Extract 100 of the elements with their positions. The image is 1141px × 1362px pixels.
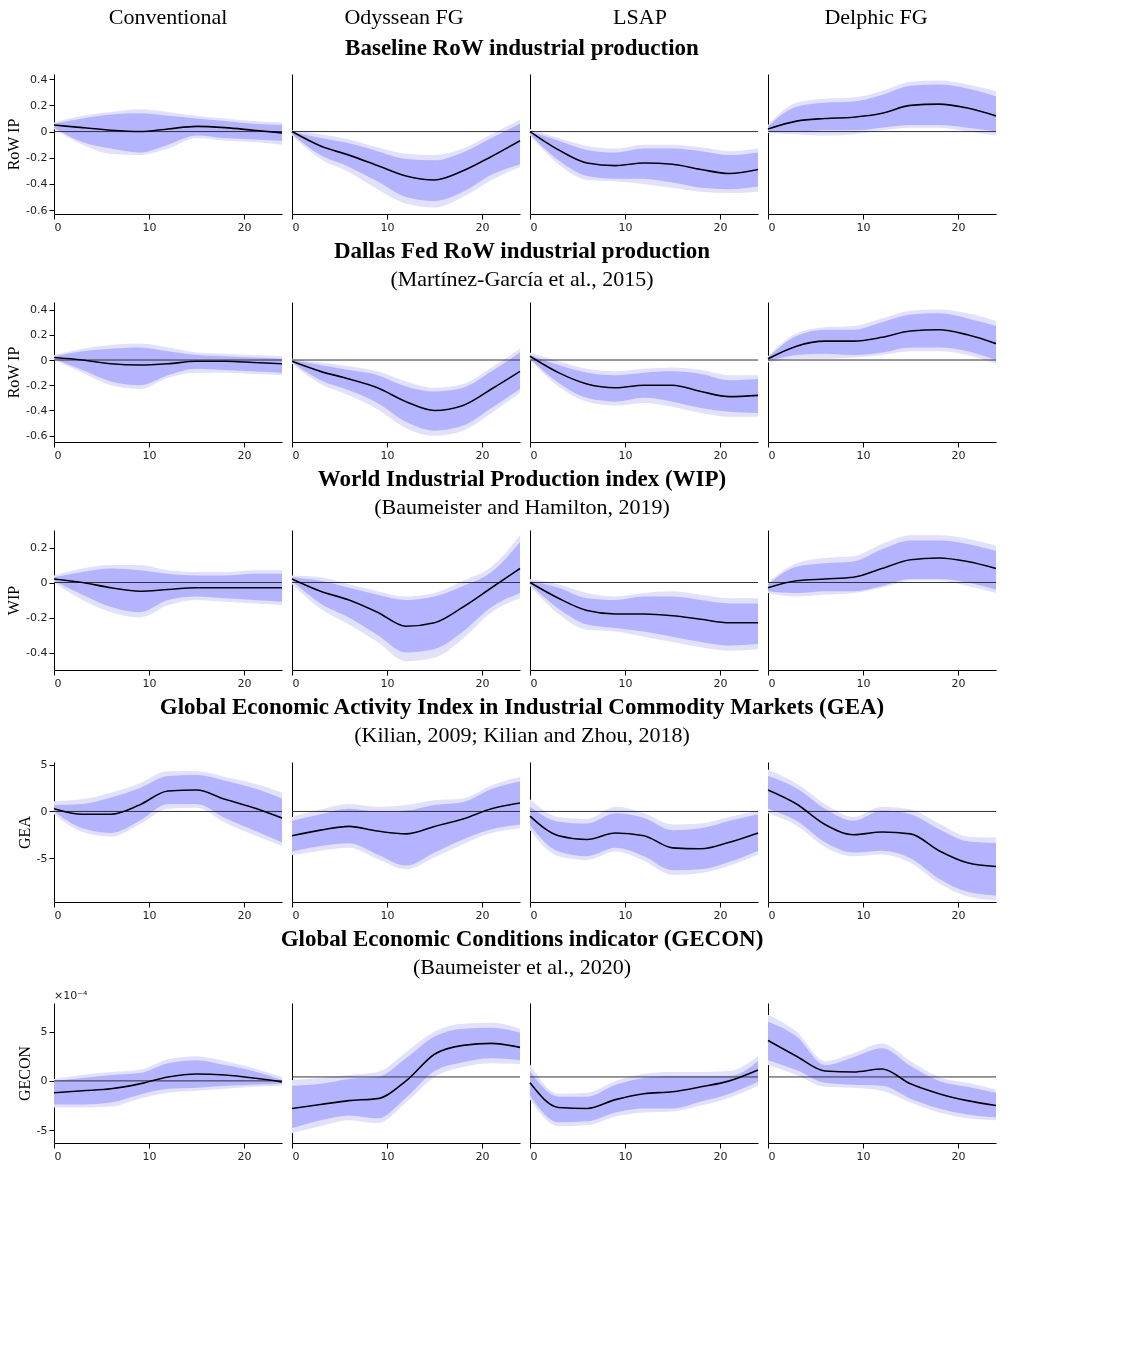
x-tick-label: 0 — [530, 676, 538, 690]
x-tick-label: 10 — [380, 908, 395, 922]
x-tick-label: 10 — [856, 448, 871, 462]
y-tick-label: 5 — [40, 1025, 48, 1039]
x-tick-label: 0 — [292, 220, 300, 234]
x-tick-label: 20 — [237, 220, 252, 234]
x-tick-label: 20 — [713, 908, 728, 922]
text: World Industrial Production index (WIP) — [317, 466, 727, 491]
x-tick-label: 20 — [713, 220, 728, 234]
x-tick-label: 20 — [951, 676, 966, 690]
x-tick-label: 20 — [237, 1149, 252, 1163]
x-tick-label: 10 — [618, 908, 633, 922]
text: Dallas Fed RoW industrial production — [333, 238, 711, 263]
x-tick-label: 0 — [768, 448, 776, 462]
x-tick-label: 20 — [475, 676, 490, 690]
chart-title: Delphic FG — [824, 4, 928, 29]
x-tick-label: 10 — [142, 676, 157, 690]
x-tick-label: 20 — [951, 1149, 966, 1163]
x-tick-label: 0 — [768, 908, 776, 922]
x-tick-label: 20 — [237, 908, 252, 922]
x-tick-label: 10 — [142, 220, 157, 234]
x-tick-label: 20 — [237, 448, 252, 462]
x-tick-label: 20 — [951, 448, 966, 462]
x-tick-label: 10 — [380, 676, 395, 690]
y-tick-label: -0.2 — [26, 611, 48, 624]
x-tick-label: 10 — [142, 448, 157, 462]
x-tick-label: 10 — [856, 676, 871, 690]
y-tick-label: -0.4 — [26, 646, 48, 659]
text: ×10⁻⁴ — [54, 989, 89, 1002]
y-tick-label: -0.4 — [26, 403, 48, 417]
y-tick-label: -5 — [36, 851, 48, 865]
y-axis-title: RoW IP — [5, 118, 23, 171]
x-tick-label: 10 — [618, 1149, 633, 1163]
y-tick-label: 0 — [40, 353, 48, 367]
y-axis-title: WIP — [5, 585, 23, 616]
x-tick-label: 10 — [380, 1149, 395, 1163]
x-tick-label: 0 — [768, 220, 776, 234]
x-tick-label: 20 — [951, 220, 966, 234]
x-tick-label: 10 — [618, 676, 633, 690]
y-tick-label: -5 — [36, 1123, 48, 1137]
text: Baseline RoW industrial production — [345, 35, 700, 60]
y-tick-label: 0.2 — [30, 328, 48, 342]
x-tick-label: 0 — [530, 220, 538, 234]
y-tick-label: 0.4 — [30, 72, 48, 86]
x-tick-label: 20 — [713, 676, 728, 690]
x-tick-label: 10 — [618, 448, 633, 462]
x-tick-label: 0 — [530, 448, 538, 462]
text: Global Economic Conditions indicator (GECON) — [280, 926, 764, 951]
y-tick-label: 0.2 — [30, 98, 48, 112]
x-tick-label: 10 — [142, 908, 157, 922]
chart-title: Conventional — [108, 4, 228, 29]
x-tick-label: 0 — [54, 1149, 62, 1163]
x-tick-label: 20 — [475, 220, 490, 234]
x-tick-label: 20 — [475, 1149, 490, 1163]
y-axis-title: GECON — [15, 1045, 33, 1102]
x-tick-label: 10 — [380, 448, 395, 462]
y-tick-label: -0.2 — [26, 151, 48, 165]
y-tick-label: -0.6 — [26, 429, 48, 443]
x-tick-label: 10 — [380, 220, 395, 234]
y-tick-label: -0.2 — [26, 378, 48, 392]
x-tick-label: 0 — [54, 908, 62, 922]
x-tick-label: 0 — [768, 1149, 776, 1163]
x-tick-label: 20 — [475, 448, 490, 462]
y-tick-label: -0.6 — [26, 203, 48, 217]
y-tick-label: 0 — [40, 804, 48, 818]
x-tick-label: 20 — [237, 676, 252, 690]
x-tick-label: 20 — [713, 1149, 728, 1163]
x-tick-label: 0 — [292, 448, 300, 462]
y-tick-label: 0.4 — [30, 303, 48, 317]
x-tick-label: 10 — [856, 908, 871, 922]
y-tick-label: -0.4 — [26, 177, 48, 191]
y-tick-label: 0 — [40, 125, 48, 139]
x-tick-label: 0 — [768, 676, 776, 690]
x-tick-label: 10 — [856, 1149, 871, 1163]
x-tick-label: 20 — [713, 448, 728, 462]
x-tick-label: 0 — [54, 676, 62, 690]
x-tick-label: 0 — [530, 1149, 538, 1163]
x-tick-label: 0 — [292, 908, 300, 922]
text: (Baumeister et al., 2020) — [412, 954, 632, 979]
x-tick-label: 20 — [475, 908, 490, 922]
chart-title: Odyssean FG — [344, 4, 464, 29]
x-tick-label: 10 — [618, 220, 633, 234]
x-tick-label: 10 — [856, 220, 871, 234]
x-tick-label: 0 — [530, 908, 538, 922]
y-axis-title: GEA — [15, 815, 33, 849]
x-tick-label: 20 — [951, 908, 966, 922]
y-tick-label: 0 — [40, 1074, 48, 1088]
y-axis-title: RoW IP — [5, 346, 23, 399]
y-tick-label: 0.2 — [30, 541, 48, 554]
text: (Baumeister and Hamilton, 2019) — [374, 494, 670, 519]
x-tick-label: 0 — [54, 220, 62, 234]
text: (Kilian, 2009; Kilian and Zhou, 2018) — [354, 722, 690, 747]
text: Global Economic Activity Index in Industrial Commodity Markets (GEA) — [159, 694, 885, 719]
text: (Martínez-García et al., 2015) — [390, 266, 654, 291]
x-tick-label: 0 — [292, 676, 300, 690]
x-tick-label: 0 — [292, 1149, 300, 1163]
x-tick-label: 0 — [54, 448, 62, 462]
x-tick-label: 10 — [142, 1149, 157, 1163]
y-tick-label: 0 — [40, 576, 48, 589]
y-tick-label: 5 — [40, 758, 48, 772]
